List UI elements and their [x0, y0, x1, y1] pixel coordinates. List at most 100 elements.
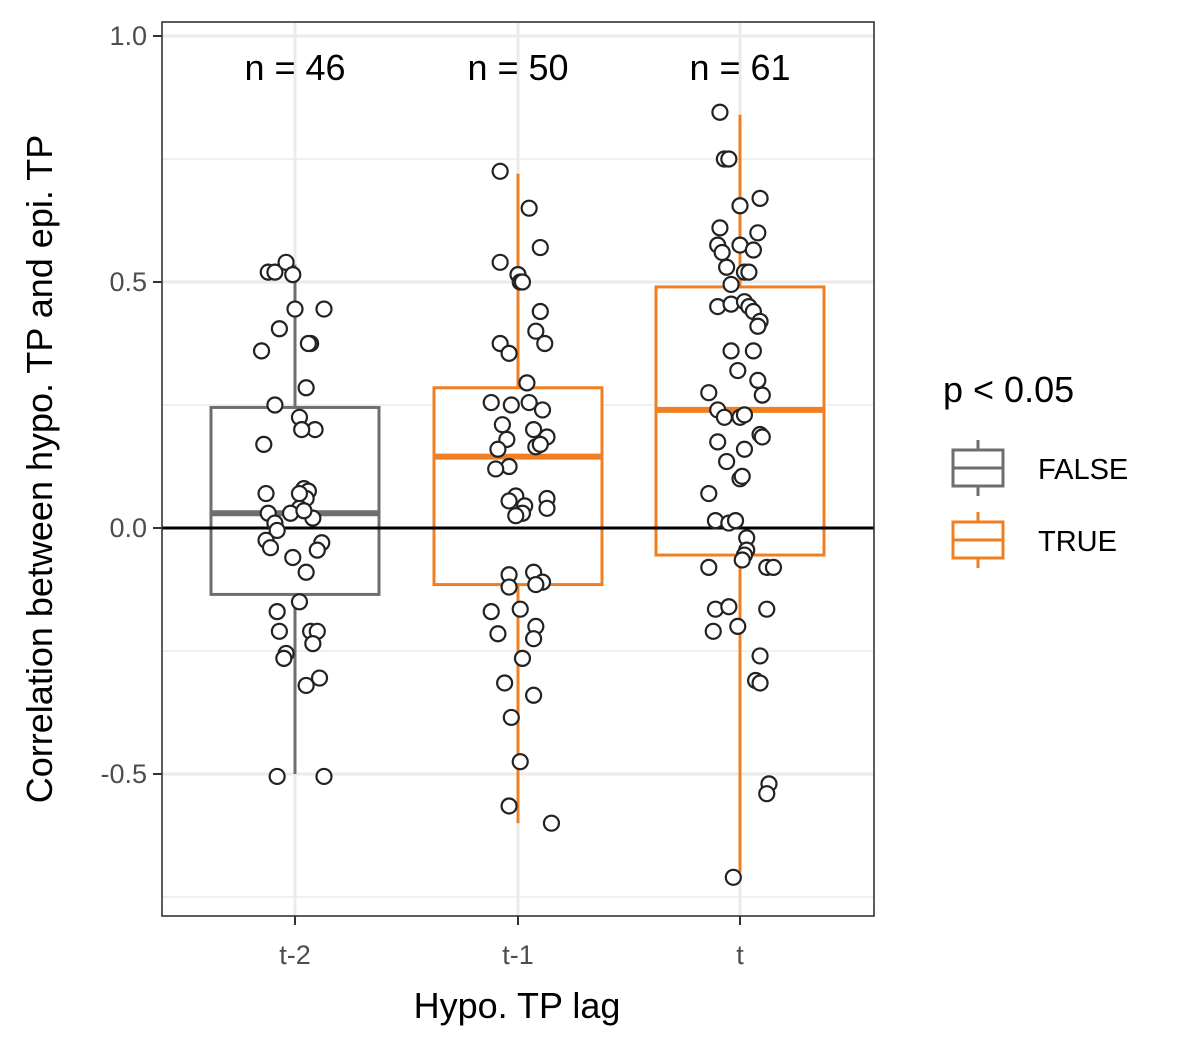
data-point	[713, 243, 731, 262]
data-point	[764, 558, 783, 576]
legend-key-false	[951, 440, 1005, 496]
y-tick-label: 0.5	[109, 267, 147, 297]
box-rect	[209, 405, 381, 596]
data-point	[261, 539, 280, 557]
data-point	[310, 669, 329, 687]
data-point	[284, 548, 302, 567]
legend-key-true	[951, 512, 1005, 568]
data-point	[711, 103, 729, 121]
data-point	[518, 374, 536, 392]
data-point	[304, 635, 322, 653]
data-point	[527, 322, 545, 340]
y-tick-label: 0.0	[109, 513, 147, 543]
data-point	[513, 649, 532, 667]
data-point	[538, 499, 556, 517]
data-point	[726, 512, 745, 530]
data-point	[491, 162, 509, 180]
data-point	[297, 563, 315, 581]
data-point	[502, 396, 520, 414]
n-label: n = 61	[689, 47, 790, 88]
data-point	[718, 258, 736, 276]
data-point	[295, 502, 313, 520]
data-point	[733, 551, 751, 569]
y-tick-label: -0.5	[100, 759, 147, 789]
data-point	[753, 386, 771, 404]
data-point	[297, 379, 315, 397]
data-point	[749, 224, 767, 242]
data-point	[729, 361, 747, 380]
data-point	[252, 342, 271, 360]
data-point	[293, 421, 311, 439]
data-point	[722, 275, 740, 294]
data-point	[744, 241, 762, 259]
data-point	[709, 433, 727, 451]
data-point	[700, 484, 718, 503]
data-point	[735, 406, 754, 424]
data-point	[299, 334, 317, 353]
data-point	[255, 435, 273, 453]
data-point	[711, 219, 729, 237]
data-point	[720, 150, 738, 168]
data-point	[525, 630, 543, 648]
data-point	[715, 408, 733, 426]
data-point	[286, 300, 304, 318]
data-point	[527, 575, 545, 594]
data-point	[749, 317, 767, 335]
data-point	[502, 708, 520, 727]
data-point	[268, 767, 286, 786]
legend-label: TRUE	[1038, 526, 1117, 558]
legend-label: FALSE	[1038, 454, 1128, 486]
data-point	[507, 507, 525, 525]
data-point	[500, 492, 518, 510]
data-point	[749, 371, 767, 389]
data-point	[718, 452, 736, 471]
data-point	[513, 273, 532, 291]
data-point	[740, 263, 758, 281]
data-point	[297, 676, 315, 695]
data-point	[533, 401, 552, 419]
data-point	[275, 649, 293, 667]
x-tick-label: t	[736, 940, 744, 970]
data-point	[735, 440, 754, 458]
data-point	[758, 600, 776, 618]
data-point	[525, 686, 543, 704]
data-point	[722, 342, 740, 360]
data-point	[482, 603, 500, 621]
data-point	[500, 578, 518, 596]
data-point	[536, 334, 554, 353]
data-point	[284, 266, 302, 284]
n-label: n = 46	[244, 47, 345, 88]
data-point	[290, 593, 309, 611]
legend-title: p < 0.05	[943, 369, 1074, 410]
data-point	[266, 396, 284, 414]
data-point	[315, 767, 333, 786]
data-point	[525, 421, 543, 439]
x-tick-label: t-2	[279, 940, 311, 970]
data-point	[482, 393, 500, 412]
data-point	[489, 440, 507, 458]
data-point	[704, 622, 722, 640]
data-point	[489, 625, 507, 643]
data-point	[724, 868, 742, 886]
axes: 1.0 0.5 0.0 -0.5 t-2 t-1 t	[100, 21, 875, 970]
data-point	[257, 484, 275, 503]
n-label: n = 50	[467, 47, 568, 88]
data-point	[542, 814, 561, 832]
x-tick-label: t-1	[502, 940, 534, 970]
box-rect	[432, 386, 604, 587]
data-point	[531, 302, 549, 321]
data-point	[733, 467, 751, 485]
data-point	[751, 189, 769, 207]
legend: p < 0.05 FALSE TRUE	[943, 369, 1128, 568]
data-point	[496, 674, 514, 692]
data-point	[491, 253, 509, 271]
data-point	[751, 674, 769, 692]
data-point	[493, 416, 511, 434]
data-point	[500, 344, 518, 362]
data-point	[531, 238, 549, 257]
y-tick-label: 1.0	[109, 21, 147, 51]
data-point	[270, 622, 288, 640]
jitter-points: n = 46 n = 50 n = 61	[244, 47, 791, 886]
data-point	[720, 598, 738, 616]
